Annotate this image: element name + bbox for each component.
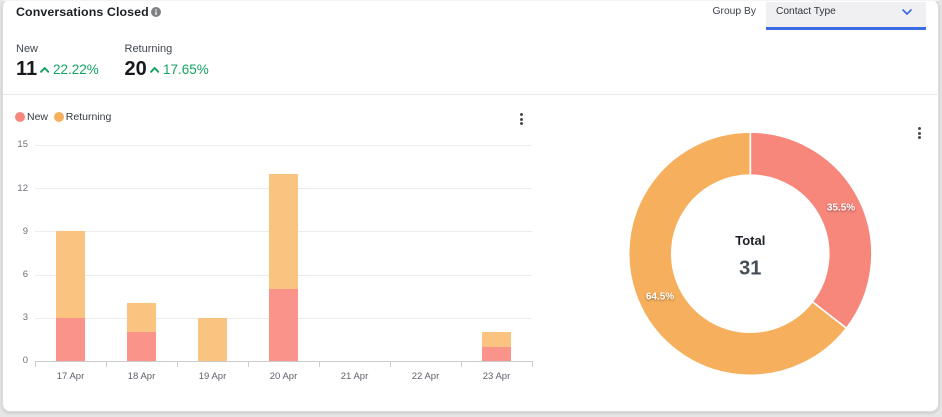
svg-text:Total: Total [735,233,765,248]
svg-text:64.5%: 64.5% [646,292,674,303]
svg-text:35.5%: 35.5% [827,203,855,214]
svg-text:31: 31 [739,258,761,280]
